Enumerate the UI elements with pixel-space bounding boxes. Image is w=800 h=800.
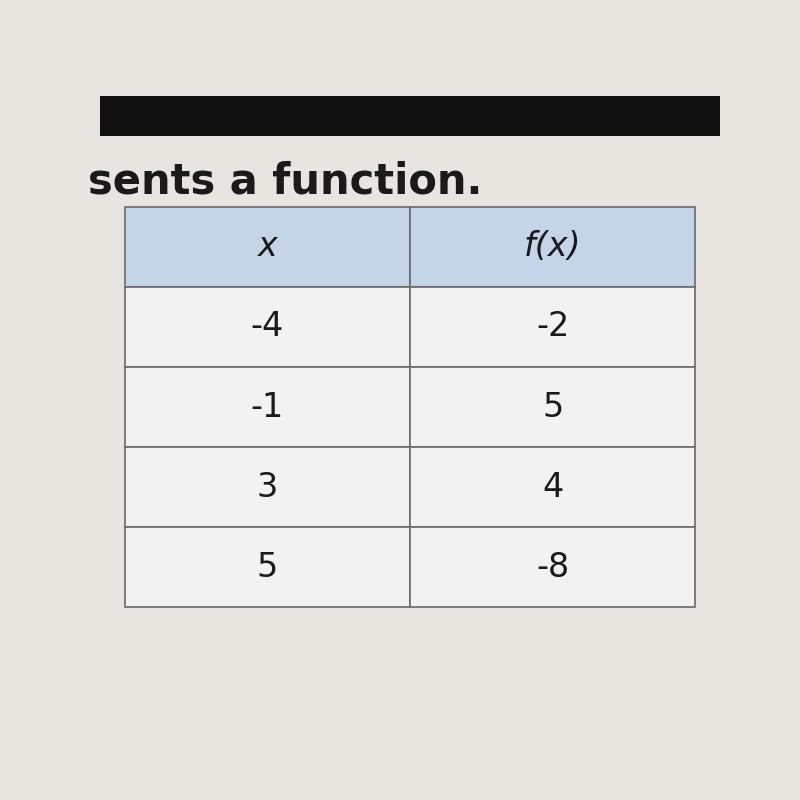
Text: -2: -2 — [536, 310, 570, 343]
Bar — [125, 207, 410, 287]
Bar — [100, 96, 720, 136]
Bar — [410, 287, 695, 367]
Bar — [125, 287, 410, 367]
Text: x: x — [258, 230, 278, 263]
Text: -1: -1 — [250, 390, 284, 423]
Bar — [410, 527, 695, 607]
Text: -8: -8 — [536, 550, 569, 584]
Text: 5: 5 — [542, 390, 563, 423]
Text: f(x): f(x) — [524, 230, 582, 263]
Text: 4: 4 — [542, 470, 563, 504]
Text: 5: 5 — [257, 550, 278, 584]
Bar — [125, 367, 410, 447]
Bar — [410, 447, 695, 527]
Text: 3: 3 — [257, 470, 278, 504]
Text: sents a function.: sents a function. — [88, 161, 482, 202]
Bar — [125, 527, 410, 607]
Bar — [410, 207, 695, 287]
Bar — [410, 367, 695, 447]
Text: -4: -4 — [250, 310, 284, 343]
Bar — [125, 447, 410, 527]
